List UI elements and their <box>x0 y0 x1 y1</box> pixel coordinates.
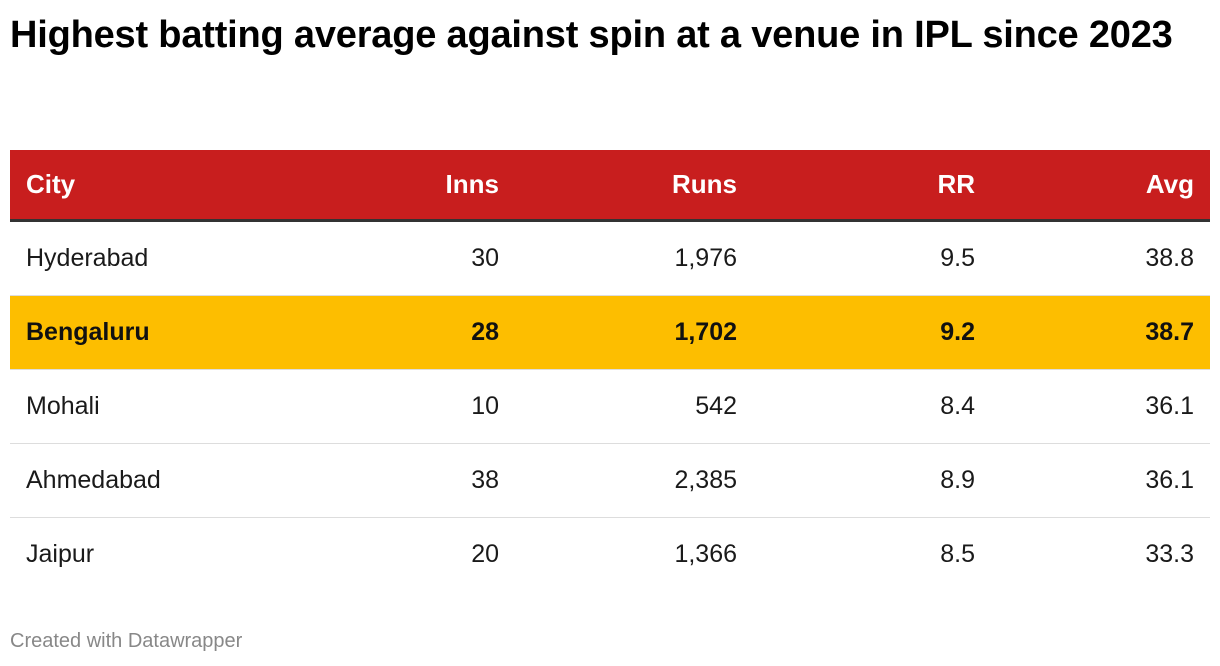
cell-runs: 1,702 <box>515 295 753 370</box>
cell-inns: 38 <box>230 443 515 518</box>
cell-inns: 10 <box>230 369 515 444</box>
cell-rr: 8.4 <box>753 369 991 444</box>
column-header-city[interactable]: City <box>10 150 230 222</box>
column-header-rr[interactable]: RR <box>753 150 991 222</box>
cell-inns: 28 <box>230 295 515 370</box>
cell-city: Mohali <box>10 369 230 444</box>
cell-city: Ahmedabad <box>10 443 230 518</box>
column-header-runs[interactable]: Runs <box>515 150 753 222</box>
cell-avg: 38.7 <box>991 295 1210 370</box>
table-row: Hyderabad 30 1,976 9.5 38.8 <box>10 220 1210 296</box>
cell-rr: 8.5 <box>940 539 975 568</box>
cell-inns: 30 <box>230 220 515 296</box>
table-row: Ahmedabad 38 2,385 8.9 36.1 <box>10 443 1210 518</box>
cell-runs: 542 <box>515 369 753 444</box>
cell-runs: 1,366 <box>674 539 737 568</box>
cell-rr: 8.9 <box>753 443 991 518</box>
column-header-avg[interactable]: Avg <box>991 150 1210 222</box>
cell-rr: 9.5 <box>753 220 991 296</box>
table-row: Bengaluru 28 1,702 9.2 38.7 <box>10 295 1210 370</box>
cell-avg: 36.1 <box>991 369 1210 444</box>
cell-avg: 33.3 <box>1145 539 1194 568</box>
table-header-row: City Inns Runs RR Avg <box>10 150 1210 222</box>
datawrapper-credit[interactable]: Created with Datawrapper <box>10 630 243 652</box>
cell-rr: 9.2 <box>753 295 991 370</box>
cell-city: Hyderabad <box>10 220 230 296</box>
cell-runs: 1,976 <box>515 220 753 296</box>
column-header-inns[interactable]: Inns <box>230 150 515 222</box>
cell-avg: 38.8 <box>991 220 1210 296</box>
cell-city: Jaipur <box>26 539 95 568</box>
chart-title: Highest batting average against spin at … <box>10 14 1173 56</box>
cell-city: Bengaluru <box>10 295 230 370</box>
cell-runs: 2,385 <box>515 443 753 518</box>
cell-inns: 20 <box>471 539 499 568</box>
table-row: Jaipur 20 1,366 8.5 33.3 <box>10 517 1210 591</box>
data-table: City Inns Runs RR Avg Hyderabad 30 1,976… <box>10 150 1210 591</box>
table-row: Mohali 10 542 8.4 36.1 <box>10 369 1210 444</box>
cell-avg: 36.1 <box>991 443 1210 518</box>
